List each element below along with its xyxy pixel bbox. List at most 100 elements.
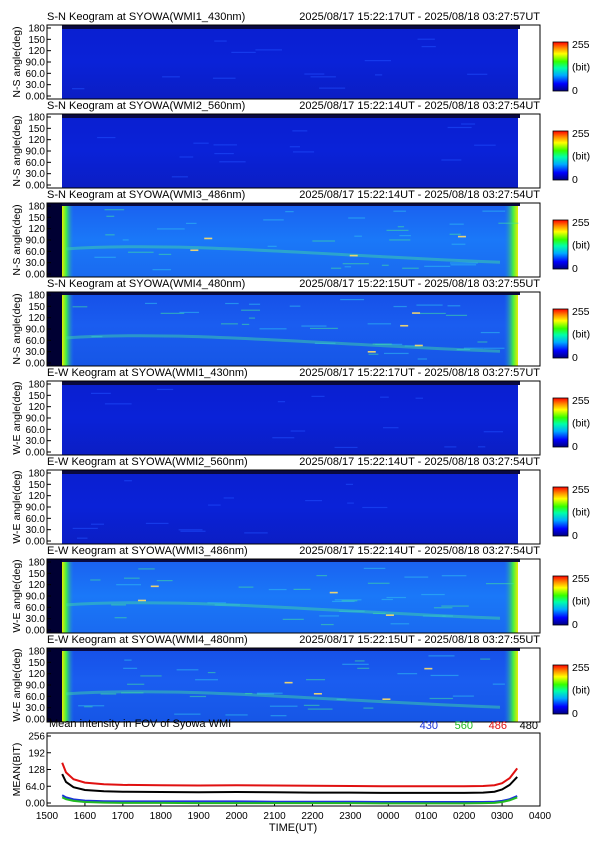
panel-time-range: 2025/08/17 15:22:17UT - 2025/08/18 03:27… <box>299 367 540 379</box>
y-tick-label: 120 <box>28 580 45 591</box>
aurora-streak <box>340 298 365 301</box>
top-band <box>62 470 520 474</box>
aurora-streak <box>319 615 339 617</box>
edge-blank-right <box>518 648 540 722</box>
aurora-streak <box>342 263 369 265</box>
aurora-streak <box>290 430 306 432</box>
aurora-streak <box>430 674 459 677</box>
aurora-streak <box>213 144 237 146</box>
aurora-streak <box>277 401 286 403</box>
y-tick-label: 60.0 <box>26 692 46 703</box>
y-tick-label: 0.00 <box>26 92 46 103</box>
panel-time-range: 2025/08/17 15:22:15UT - 2025/08/18 03:27… <box>299 278 540 290</box>
y-tick-label: 60.0 <box>26 69 46 80</box>
aurora-streak <box>312 240 335 242</box>
bright-spot <box>349 254 358 257</box>
x-tick-label: 2000 <box>225 811 248 822</box>
aurora-streak <box>124 577 140 579</box>
aurora-streak <box>389 239 411 241</box>
aurora-streak <box>467 73 488 75</box>
twilight-right <box>504 648 518 722</box>
colorbar-unit: (bit) <box>572 151 590 163</box>
panel-title: E-W Keogram at SYOWA(WMI2_560nm) <box>47 456 248 468</box>
aurora-streak <box>480 331 500 334</box>
aurora-streak <box>450 264 477 266</box>
aurora-streak <box>393 210 406 212</box>
y-tick-label: 150 <box>28 391 45 402</box>
aurora-streak <box>354 660 365 662</box>
aurora-streak <box>424 265 451 267</box>
aurora-streak <box>241 323 250 326</box>
edge-dark-left <box>47 203 62 277</box>
y-tick-label: 60.0 <box>26 336 46 347</box>
colorbar-max: 255 <box>572 484 590 496</box>
y-tick-label: 150 <box>28 302 45 313</box>
aurora-streak <box>114 617 127 619</box>
top-band <box>62 25 520 29</box>
aurora-streak <box>461 123 476 125</box>
y-tick-label: 120 <box>28 491 45 502</box>
aurora-streak <box>334 446 358 449</box>
aurora-streak <box>269 705 298 707</box>
aurora-streak <box>245 692 253 695</box>
y-tick-label: 0.00 <box>26 359 46 370</box>
y-axis-label: W-E angle(deg) <box>11 648 23 721</box>
colorbar-min: 0 <box>572 530 578 542</box>
aurora-streak <box>223 497 235 499</box>
aurora-streak <box>158 253 172 256</box>
x-tick-label: 1700 <box>112 811 135 822</box>
aurora-streak <box>332 600 355 603</box>
aurora-streak <box>404 576 429 578</box>
twilight-left <box>62 559 74 633</box>
colorbar-max: 255 <box>572 662 590 674</box>
aurora-streak <box>384 352 409 355</box>
legend-entry: 430 <box>420 720 438 732</box>
aurora-streak <box>285 211 294 213</box>
keogram-image <box>62 648 520 722</box>
keogram-panels: S-N Keogram at SYOWA(WMI1_430nm) 2025/08/… <box>11 11 590 726</box>
aurora-streak <box>341 600 358 602</box>
y-tick-label: 180 <box>28 113 45 124</box>
y-tick-label: 90.0 <box>26 147 46 158</box>
aurora-streak <box>76 537 88 539</box>
y-axis-label: N-S angle(deg) <box>11 204 23 275</box>
aurora-streak <box>336 698 347 700</box>
y-tick-label: 180 <box>28 291 45 302</box>
colorbar-unit: (bit) <box>572 596 590 608</box>
panel-time-range: 2025/08/17 15:22:17UT - 2025/08/18 03:27… <box>299 11 540 23</box>
aurora-streak <box>362 506 388 509</box>
aurora-streak <box>90 392 111 394</box>
aurora-streak <box>381 598 393 601</box>
aurora-streak <box>492 683 505 685</box>
aurora-streak <box>447 305 461 307</box>
y-tick-label: 30.0 <box>26 258 46 269</box>
edge-blank-left <box>47 25 62 99</box>
aurora-streak <box>256 692 283 694</box>
y-tick-label: 0.00 <box>26 626 46 637</box>
keogram-panel-1: S-N Keogram at SYOWA(WMI1_430nm) 2025/08/… <box>11 11 590 103</box>
y-tick-label: 180 <box>28 647 45 658</box>
colorbar-max: 255 <box>572 573 590 585</box>
aurora-streak <box>357 667 370 669</box>
aurora-streak <box>380 396 389 398</box>
aurora-streak <box>474 144 496 146</box>
aurora-streak <box>127 251 154 253</box>
aurora-streak <box>320 623 334 626</box>
aurora-streak <box>178 529 203 531</box>
aurora-streak <box>292 130 308 132</box>
y-axis-label: W-E angle(deg) <box>11 381 23 454</box>
colorbar <box>552 308 569 359</box>
x-tick-label: 2300 <box>339 811 362 822</box>
aurora-streak <box>84 706 93 708</box>
aurora-streak <box>124 659 132 661</box>
y-tick-label: 128 <box>28 765 45 776</box>
aurora-streak <box>397 673 418 675</box>
colorbar-unit: (bit) <box>572 418 590 430</box>
y-axis-label: N-S angle(deg) <box>11 115 23 186</box>
x-tick-label: 1600 <box>74 811 97 822</box>
edge-blank-right <box>518 381 540 455</box>
aurora-streak <box>304 73 325 75</box>
bright-spot <box>424 667 433 670</box>
panel-title: S-N Keogram at SYOWA(WMI4_480nm) <box>47 278 245 290</box>
